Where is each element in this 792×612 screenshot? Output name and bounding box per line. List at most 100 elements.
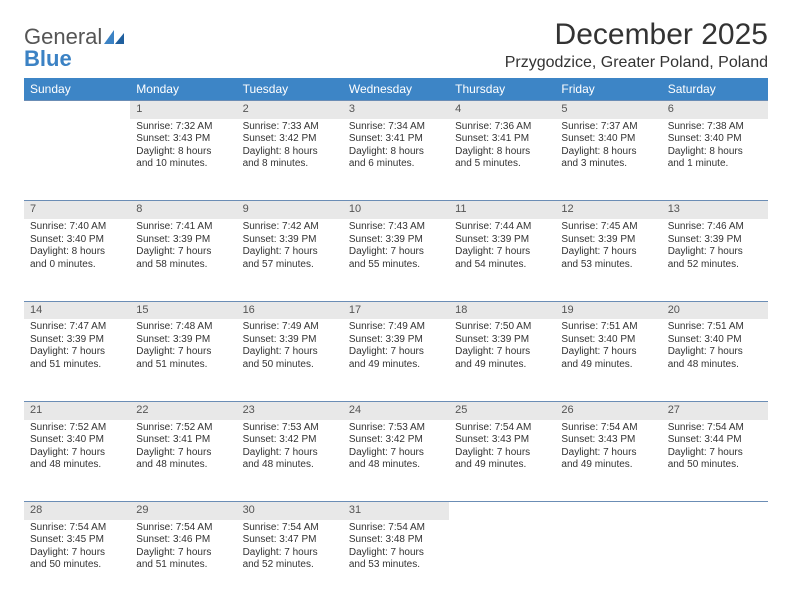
- day-number-cell: [662, 502, 768, 520]
- daylight-line-2: and 6 minutes.: [349, 158, 443, 171]
- daylight-line-2: and 49 minutes.: [561, 359, 655, 372]
- weekday-header: Monday: [130, 78, 236, 101]
- sunset-line: Sunset: 3:41 PM: [136, 434, 230, 447]
- daylight-line-1: Daylight: 7 hours: [136, 547, 230, 560]
- daylight-line-1: Daylight: 7 hours: [243, 346, 337, 359]
- daylight-line-1: Daylight: 7 hours: [243, 547, 337, 560]
- daylight-line-1: Daylight: 7 hours: [243, 246, 337, 259]
- day-detail-row: Sunrise: 7:54 AMSunset: 3:45 PMDaylight:…: [24, 520, 768, 602]
- sunset-line: Sunset: 3:39 PM: [136, 334, 230, 347]
- daylight-line-2: and 57 minutes.: [243, 259, 337, 272]
- day-number-cell: 22: [130, 401, 236, 419]
- daylight-line-2: and 50 minutes.: [243, 359, 337, 372]
- sunset-line: Sunset: 3:47 PM: [243, 534, 337, 547]
- daylight-line-2: and 51 minutes.: [136, 559, 230, 572]
- sunrise-line: Sunrise: 7:45 AM: [561, 221, 655, 234]
- daylight-line-2: and 3 minutes.: [561, 158, 655, 171]
- sunset-line: Sunset: 3:40 PM: [30, 234, 124, 247]
- brand-part2: Blue: [24, 46, 72, 71]
- day-detail-cell: Sunrise: 7:51 AMSunset: 3:40 PMDaylight:…: [662, 319, 768, 401]
- day-number-cell: 26: [555, 401, 661, 419]
- daylight-line-2: and 51 minutes.: [30, 359, 124, 372]
- sunset-line: Sunset: 3:43 PM: [136, 133, 230, 146]
- daylight-line-2: and 48 minutes.: [668, 359, 762, 372]
- day-number-cell: 10: [343, 201, 449, 219]
- weekday-header: Sunday: [24, 78, 130, 101]
- day-detail-cell: Sunrise: 7:51 AMSunset: 3:40 PMDaylight:…: [555, 319, 661, 401]
- day-number-cell: 11: [449, 201, 555, 219]
- day-detail-cell: Sunrise: 7:53 AMSunset: 3:42 PMDaylight:…: [237, 420, 343, 502]
- daylight-line-2: and 50 minutes.: [30, 559, 124, 572]
- sunset-line: Sunset: 3:39 PM: [243, 234, 337, 247]
- day-number-cell: 21: [24, 401, 130, 419]
- day-detail-cell: Sunrise: 7:48 AMSunset: 3:39 PMDaylight:…: [130, 319, 236, 401]
- sunset-line: Sunset: 3:42 PM: [349, 434, 443, 447]
- day-detail-cell: Sunrise: 7:33 AMSunset: 3:42 PMDaylight:…: [237, 119, 343, 201]
- daylight-line-1: Daylight: 8 hours: [668, 146, 762, 159]
- daylight-line-2: and 49 minutes.: [455, 359, 549, 372]
- daylight-line-2: and 51 minutes.: [136, 359, 230, 372]
- sunset-line: Sunset: 3:39 PM: [561, 234, 655, 247]
- day-detail-cell: Sunrise: 7:38 AMSunset: 3:40 PMDaylight:…: [662, 119, 768, 201]
- day-detail-cell: [662, 520, 768, 602]
- day-detail-cell: Sunrise: 7:36 AMSunset: 3:41 PMDaylight:…: [449, 119, 555, 201]
- day-detail-cell: Sunrise: 7:43 AMSunset: 3:39 PMDaylight:…: [343, 219, 449, 301]
- day-number-cell: 30: [237, 502, 343, 520]
- daylight-line-2: and 49 minutes.: [561, 459, 655, 472]
- day-number-cell: [449, 502, 555, 520]
- daylight-line-2: and 49 minutes.: [349, 359, 443, 372]
- day-number-cell: 29: [130, 502, 236, 520]
- day-number-cell: 7: [24, 201, 130, 219]
- sunrise-line: Sunrise: 7:37 AM: [561, 121, 655, 134]
- day-number-cell: [24, 101, 130, 119]
- day-number-cell: 18: [449, 301, 555, 319]
- day-detail-cell: Sunrise: 7:54 AMSunset: 3:45 PMDaylight:…: [24, 520, 130, 602]
- daylight-line-1: Daylight: 7 hours: [30, 346, 124, 359]
- sunset-line: Sunset: 3:39 PM: [455, 334, 549, 347]
- daylight-line-2: and 8 minutes.: [243, 158, 337, 171]
- daylight-line-2: and 48 minutes.: [349, 459, 443, 472]
- sunrise-line: Sunrise: 7:51 AM: [561, 321, 655, 334]
- day-detail-cell: Sunrise: 7:52 AMSunset: 3:40 PMDaylight:…: [24, 420, 130, 502]
- day-number-cell: 28: [24, 502, 130, 520]
- day-number-cell: [555, 502, 661, 520]
- weekday-header: Saturday: [662, 78, 768, 101]
- location: Przygodzice, Greater Poland, Poland: [505, 54, 768, 72]
- sunrise-line: Sunrise: 7:43 AM: [349, 221, 443, 234]
- daylight-line-1: Daylight: 7 hours: [136, 346, 230, 359]
- daylight-line-1: Daylight: 7 hours: [668, 346, 762, 359]
- day-detail-row: Sunrise: 7:40 AMSunset: 3:40 PMDaylight:…: [24, 219, 768, 301]
- sunset-line: Sunset: 3:40 PM: [561, 133, 655, 146]
- sunrise-line: Sunrise: 7:54 AM: [349, 522, 443, 535]
- sunrise-line: Sunrise: 7:51 AM: [668, 321, 762, 334]
- daylight-line-1: Daylight: 7 hours: [349, 346, 443, 359]
- daylight-line-1: Daylight: 7 hours: [30, 547, 124, 560]
- daylight-line-1: Daylight: 7 hours: [455, 447, 549, 460]
- day-detail-cell: Sunrise: 7:45 AMSunset: 3:39 PMDaylight:…: [555, 219, 661, 301]
- brand-logo: General Blue: [24, 26, 126, 70]
- daylight-line-1: Daylight: 8 hours: [243, 146, 337, 159]
- day-detail-cell: Sunrise: 7:54 AMSunset: 3:46 PMDaylight:…: [130, 520, 236, 602]
- sunset-line: Sunset: 3:44 PM: [668, 434, 762, 447]
- sunset-line: Sunset: 3:42 PM: [243, 133, 337, 146]
- day-number-cell: 15: [130, 301, 236, 319]
- daylight-line-2: and 0 minutes.: [30, 259, 124, 272]
- weekday-header-row: SundayMondayTuesdayWednesdayThursdayFrid…: [24, 78, 768, 101]
- sunset-line: Sunset: 3:39 PM: [668, 234, 762, 247]
- day-detail-cell: Sunrise: 7:49 AMSunset: 3:39 PMDaylight:…: [237, 319, 343, 401]
- sunset-line: Sunset: 3:41 PM: [349, 133, 443, 146]
- sunrise-line: Sunrise: 7:49 AM: [349, 321, 443, 334]
- day-detail-cell: [555, 520, 661, 602]
- day-detail-cell: [449, 520, 555, 602]
- day-number-cell: 20: [662, 301, 768, 319]
- daylight-line-2: and 58 minutes.: [136, 259, 230, 272]
- sunrise-line: Sunrise: 7:34 AM: [349, 121, 443, 134]
- day-number-cell: 2: [237, 101, 343, 119]
- day-detail-cell: [24, 119, 130, 201]
- day-detail-cell: Sunrise: 7:40 AMSunset: 3:40 PMDaylight:…: [24, 219, 130, 301]
- sunrise-line: Sunrise: 7:54 AM: [30, 522, 124, 535]
- daylight-line-2: and 52 minutes.: [668, 259, 762, 272]
- sunset-line: Sunset: 3:42 PM: [243, 434, 337, 447]
- sunrise-line: Sunrise: 7:52 AM: [30, 422, 124, 435]
- day-number-cell: 24: [343, 401, 449, 419]
